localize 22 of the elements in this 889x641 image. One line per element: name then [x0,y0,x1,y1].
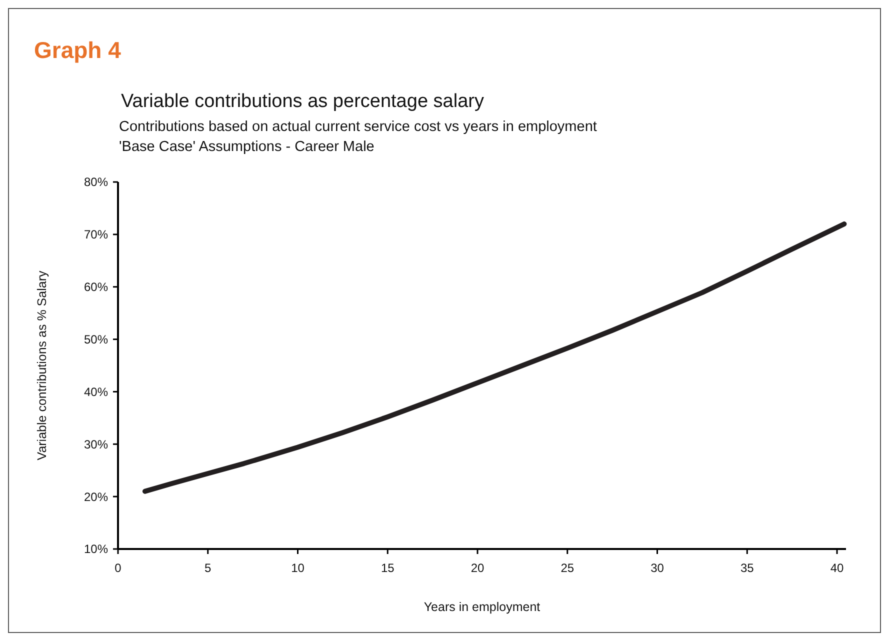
y-tick-label: 30% [84,437,108,452]
chart-title: Variable contributions as percentage salary [121,91,484,112]
x-tick-label: 30 [650,561,664,575]
y-axis-title: Variable contributions as % Salary [35,270,49,460]
caption: Graph 4 [34,37,122,63]
x-tick-label: 0 [114,561,122,575]
y-tick-label: 50% [84,332,108,346]
x-tick-label: 5 [204,561,212,575]
x-tick-label: 15 [380,561,395,575]
x-tick-label: 25 [560,561,574,575]
x-tick-label: 20 [470,561,484,575]
x-axis-title: Years in employment [424,600,541,614]
y-tick-label: 80% [84,175,108,190]
y-tick-label: 10% [84,542,108,556]
y-tick-label: 40% [84,384,108,399]
y-tick-label: 70% [84,228,108,242]
x-tick-label: 40 [830,561,844,575]
y-tick-label: 60% [84,280,108,294]
x-tick-label: 35 [740,561,754,575]
chart-subtitle: Contributions based on actual current service cost vs years in employment 'Base Case' Assumptions - Career Male [119,119,597,155]
y-tick-label: 20% [84,490,108,504]
x-tick-label: 10 [291,561,305,575]
